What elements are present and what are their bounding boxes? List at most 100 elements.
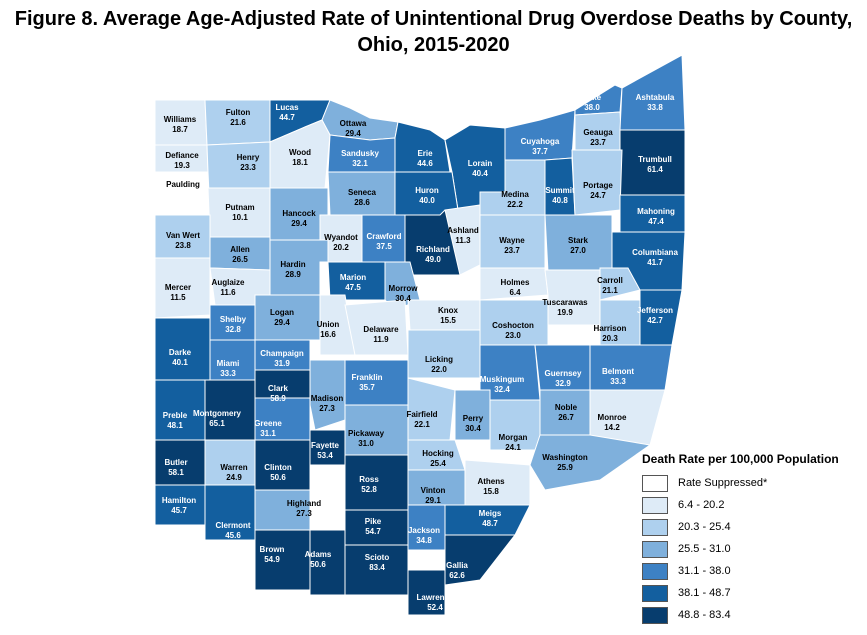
county-rate-lucas: 44.7	[279, 113, 295, 122]
county-name-harrison: Harrison	[594, 324, 627, 333]
legend-item: Rate Suppressed*	[642, 472, 862, 494]
county-rate-washington: 25.9	[557, 463, 573, 472]
county-rate-highland: 27.3	[296, 509, 312, 518]
county-name-jackson: Jackson	[408, 526, 440, 535]
county-name-lawrence: Lawrence	[417, 593, 454, 602]
county-name-fayette: Fayette	[311, 441, 340, 450]
county-rate-logan: 29.4	[274, 318, 290, 327]
county-rate-portage: 24.7	[590, 191, 606, 200]
county-name-knox: Knox	[438, 306, 459, 315]
county-rate-defiance: 19.3	[174, 161, 190, 170]
county-rate-guernsey: 32.9	[555, 379, 571, 388]
county-rate-noble: 26.7	[558, 413, 574, 422]
county-paulding	[154, 171, 211, 216]
legend-label: 20.3 - 25.4	[678, 521, 731, 533]
county-rate-delaware: 11.9	[373, 335, 389, 344]
legend-item: 48.8 - 83.4	[642, 604, 862, 626]
legend-label: 48.8 - 83.4	[678, 609, 731, 621]
county-name-henry: Henry	[237, 153, 260, 162]
county-morrow	[384, 261, 421, 311]
legend-item: 25.5 - 31.0	[642, 538, 862, 560]
county-rate-marion: 47.5	[345, 283, 361, 292]
county-name-crawford: Crawford	[366, 232, 401, 241]
county-name-guernsey: Guernsey	[545, 369, 582, 378]
county-name-darke: Darke	[169, 348, 192, 357]
county-name-lorain: Lorain	[468, 159, 493, 168]
county-rate-union: 16.6	[320, 330, 336, 339]
county-name-scioto: Scioto	[365, 553, 390, 562]
county-name-wyandot: Wyandot	[324, 233, 358, 242]
county-name-sandusky: Sandusky	[341, 149, 379, 158]
county-rate-preble: 48.1	[167, 421, 183, 430]
county-name-logan: Logan	[270, 308, 294, 317]
county-name-auglaize: Auglaize	[212, 278, 245, 287]
county-rate-jefferson: 42.7	[647, 316, 663, 325]
county-rate-morrow: 30.4	[395, 294, 411, 303]
county-name-medina: Medina	[501, 190, 529, 199]
county-rate-champaign: 31.9	[274, 359, 290, 368]
county-name-delaware: Delaware	[363, 325, 399, 334]
county-name-carroll: Carroll	[597, 276, 623, 285]
county-name-meigs: Meigs	[479, 509, 502, 518]
county-name-summit: Summit	[545, 186, 575, 195]
legend-item: 6.4 - 20.2	[642, 494, 862, 516]
county-rate-geauga: 23.7	[590, 138, 606, 147]
county-name-ross: Ross	[359, 475, 379, 484]
county-name-seneca: Seneca	[348, 188, 377, 197]
county-rate-athens: 15.8	[483, 487, 499, 496]
county-rate-richland: 49.0	[425, 255, 441, 264]
county-rate-coshocton: 23.0	[505, 331, 521, 340]
county-name-noble: Noble	[555, 403, 578, 412]
county-name-belmont: Belmont	[602, 367, 634, 376]
county-name-clark: Clark	[268, 384, 289, 393]
county-rate-gallia: 62.6	[449, 571, 465, 580]
legend-swatch	[642, 518, 668, 536]
county-name-muskingum: Muskingum	[480, 375, 524, 384]
county-rate-erie: 44.6	[417, 159, 433, 168]
county-name-wayne: Wayne	[499, 236, 525, 245]
county-rate-clark: 58.9	[270, 394, 286, 403]
legend: Death Rate per 100,000 Population Rate S…	[642, 452, 862, 626]
county-name-marion: Marion	[340, 273, 366, 282]
county-name-williams: Williams	[164, 115, 197, 124]
county-gallia	[444, 534, 517, 586]
county-rate-crawford: 37.5	[376, 242, 392, 251]
county-rate-summit: 40.8	[552, 196, 568, 205]
legend-item: 38.1 - 48.7	[642, 582, 862, 604]
county-name-erie: Erie	[417, 149, 433, 158]
county-name-lake: Lake	[583, 93, 602, 102]
county-rate-lawrence: 52.4	[427, 603, 443, 612]
county-name-ashland: Ashland	[447, 226, 479, 235]
county-name-putnam: Putnam	[225, 203, 254, 212]
county-rate-lake: 38.0	[584, 103, 600, 112]
county-rate-greene: 31.1	[260, 429, 276, 438]
county-name-geauga: Geauga	[583, 128, 613, 137]
legend-swatch	[642, 562, 668, 580]
county-rate-clermont: 45.6	[225, 531, 241, 540]
county-rate-wood: 18.1	[292, 158, 308, 167]
legend-label: 25.5 - 31.0	[678, 543, 731, 555]
county-rate-hamilton: 45.7	[171, 506, 187, 515]
county-name-miami: Miami	[217, 359, 240, 368]
county-name-clinton: Clinton	[264, 463, 292, 472]
county-name-wood: Wood	[289, 148, 311, 157]
county-rate-madison: 27.3	[319, 404, 335, 413]
county-rate-fulton: 21.6	[230, 118, 246, 127]
county-name-washington: Washington	[542, 453, 588, 462]
county-rate-franklin: 35.7	[359, 383, 375, 392]
county-hamilton	[154, 484, 206, 526]
county-rate-harrison: 20.3	[602, 334, 618, 343]
legend-item: 31.1 - 38.0	[642, 560, 862, 582]
county-rate-henry: 23.3	[240, 163, 256, 172]
legend-swatch	[642, 540, 668, 558]
figure-title-line-1: Figure 8. Average Age-Adjusted Rate of U…	[14, 8, 853, 30]
county-rate-mahoning: 47.4	[648, 217, 664, 226]
county-rate-clinton: 50.6	[270, 473, 286, 482]
county-washington	[529, 434, 652, 491]
county-rate-hardin: 28.9	[285, 270, 301, 279]
county-rate-fayette: 53.4	[317, 451, 333, 460]
county-name-gallia: Gallia	[446, 561, 468, 570]
county-rate-columbiana: 41.7	[647, 258, 663, 267]
county-name-mercer: Mercer	[165, 283, 191, 292]
county-labels: Williams18.7Fulton21.6Lucas44.7Ottawa29.…	[162, 93, 679, 612]
